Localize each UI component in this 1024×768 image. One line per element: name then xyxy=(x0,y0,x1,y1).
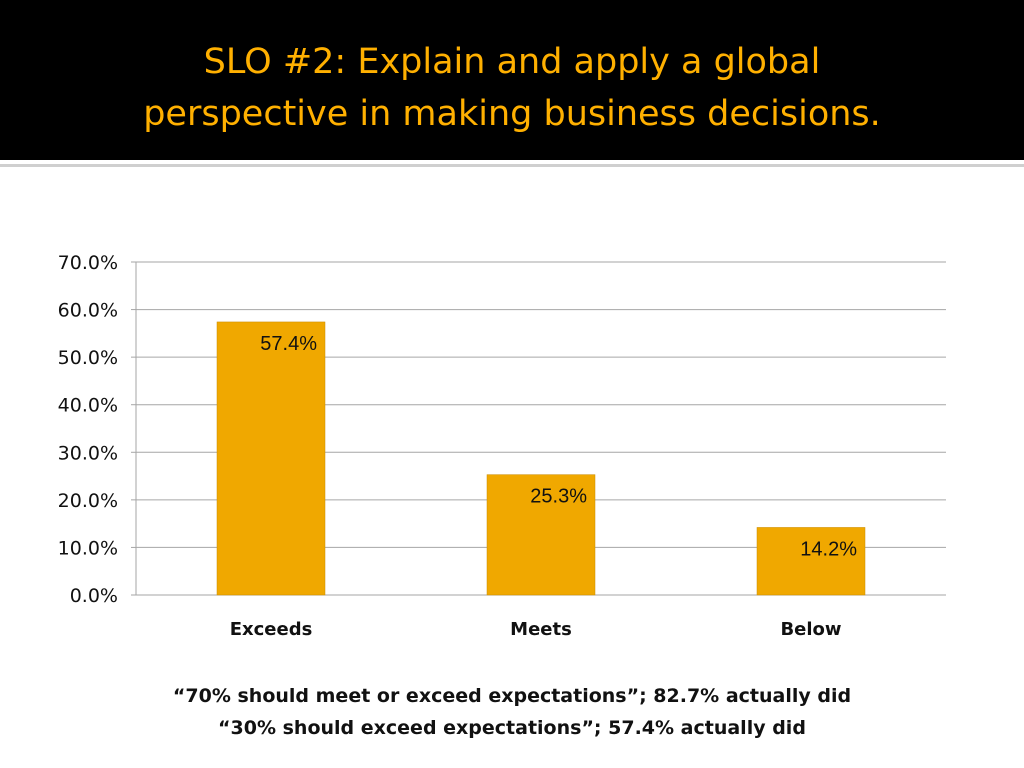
title-divider xyxy=(0,164,1024,167)
title-band xyxy=(0,0,1024,160)
y-tick-label: 0.0% xyxy=(70,585,118,607)
footnotes: “70% should meet or exceed expectations”… xyxy=(0,680,1024,744)
y-tick-label: 30.0% xyxy=(58,442,118,464)
y-tick-label: 70.0% xyxy=(58,252,118,274)
slide-title-line-2: perspective in making business decisions… xyxy=(143,94,881,134)
y-tick-label: 10.0% xyxy=(58,537,118,559)
bar xyxy=(486,474,596,596)
y-tick-label: 60.0% xyxy=(58,300,118,322)
bar xyxy=(756,527,866,596)
y-tick-label: 20.0% xyxy=(58,490,118,512)
x-category-label: Below xyxy=(780,619,841,640)
y-tick-label: 40.0% xyxy=(58,395,118,417)
slide-title-line-1: SLO #2: Explain and apply a global xyxy=(203,42,821,82)
slide-title: SLO #2: Explain and apply a global persp… xyxy=(0,36,1024,140)
bar-chart: 0.0% 10.0% 20.0% 30.0% 40.0% 50.0% 60.0% 70.0% 5… xyxy=(58,252,946,640)
data-label: 25.3% xyxy=(530,486,587,508)
data-label: 57.4% xyxy=(260,333,317,355)
footnote-line-2: “30% should exceed expectations”; 57.4% … xyxy=(218,717,806,739)
bar xyxy=(216,321,326,596)
data-label: 14.2% xyxy=(800,538,857,560)
footnote-line-1: “70% should meet or exceed expectations”… xyxy=(172,685,852,707)
x-category-label: Exceeds xyxy=(230,619,313,640)
x-category-label: Meets xyxy=(510,619,572,640)
y-tick-label: 50.0% xyxy=(58,347,118,369)
